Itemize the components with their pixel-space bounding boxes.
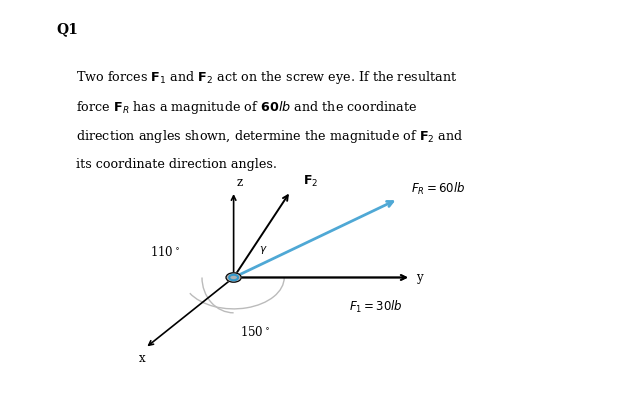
Text: 110$^\circ$: 110$^\circ$ [150, 245, 180, 259]
Text: 150$^\circ$: 150$^\circ$ [240, 325, 270, 339]
Text: $\mathbf{F}_2$: $\mathbf{F}_2$ [303, 174, 318, 189]
Text: direction angles shown, determine the magnitude of $\mathbf{F}_2$ and: direction angles shown, determine the ma… [75, 129, 463, 145]
Text: Q1: Q1 [57, 22, 78, 36]
Text: y: y [416, 271, 422, 284]
Text: z: z [237, 176, 243, 189]
Text: $F_R = 60lb$: $F_R = 60lb$ [411, 181, 465, 197]
Text: x: x [138, 352, 145, 365]
Circle shape [226, 273, 241, 282]
Text: Two forces $\mathbf{F}_1$ and $\mathbf{F}_2$ act on the screw eye. If the result: Two forces $\mathbf{F}_1$ and $\mathbf{F… [75, 70, 457, 86]
Text: its coordinate direction angles.: its coordinate direction angles. [75, 158, 276, 171]
Text: force $\mathbf{F}_R$ has a magnitude of $\mathbf{60}\mathit{lb}$ and the coordin: force $\mathbf{F}_R$ has a magnitude of … [75, 99, 417, 116]
Text: $F_1 = 30lb$: $F_1 = 30lb$ [349, 299, 403, 315]
Text: $\gamma$: $\gamma$ [259, 244, 267, 256]
